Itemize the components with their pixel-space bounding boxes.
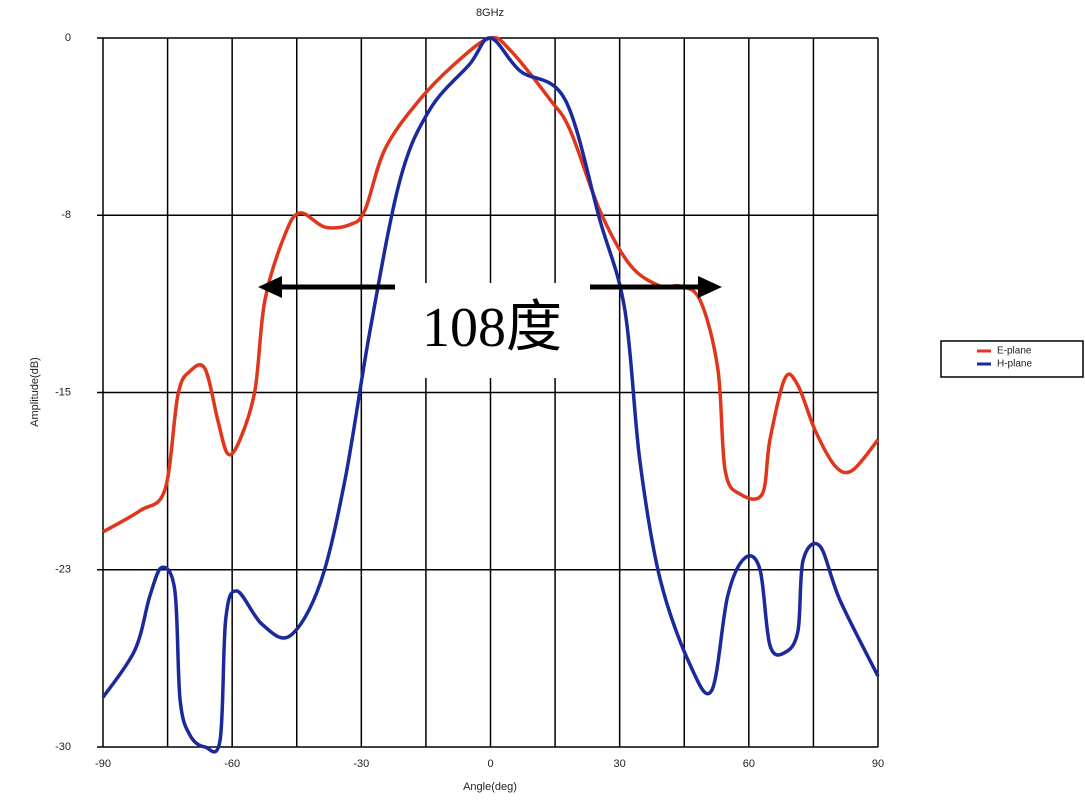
- legend-label: H-plane: [997, 359, 1032, 370]
- x-tick-label: 90: [872, 758, 884, 770]
- y-tick-label: -23: [55, 564, 71, 576]
- legend: E-plane H-plane: [940, 340, 1084, 378]
- y-tick-label: -8: [61, 209, 71, 221]
- x-tick-label: -60: [224, 758, 240, 770]
- arrow-head: [258, 276, 282, 298]
- x-tick-label: -90: [95, 758, 111, 770]
- x-tick-label: 60: [743, 758, 755, 770]
- x-tick-label: 30: [614, 758, 626, 770]
- series-line: [101, 36, 880, 754]
- y-tick-label: -30: [55, 741, 71, 753]
- y-axis-label: Amplitude(dB): [29, 357, 41, 427]
- annotation-text: 108度: [422, 297, 562, 359]
- annotation: 108度: [258, 276, 722, 378]
- arrow-head: [698, 276, 722, 298]
- y-tick-label: -15: [55, 386, 71, 398]
- legend-label: E-plane: [997, 346, 1032, 357]
- x-axis-label: Angle(deg): [463, 781, 517, 793]
- legend-box: [940, 340, 1084, 378]
- x-tick-label: 0: [487, 758, 493, 770]
- x-tick-label: -30: [353, 758, 369, 770]
- annotation-box: [395, 283, 590, 378]
- y-tick-label: 0: [65, 32, 71, 44]
- chart-title: 8GHz: [476, 7, 504, 19]
